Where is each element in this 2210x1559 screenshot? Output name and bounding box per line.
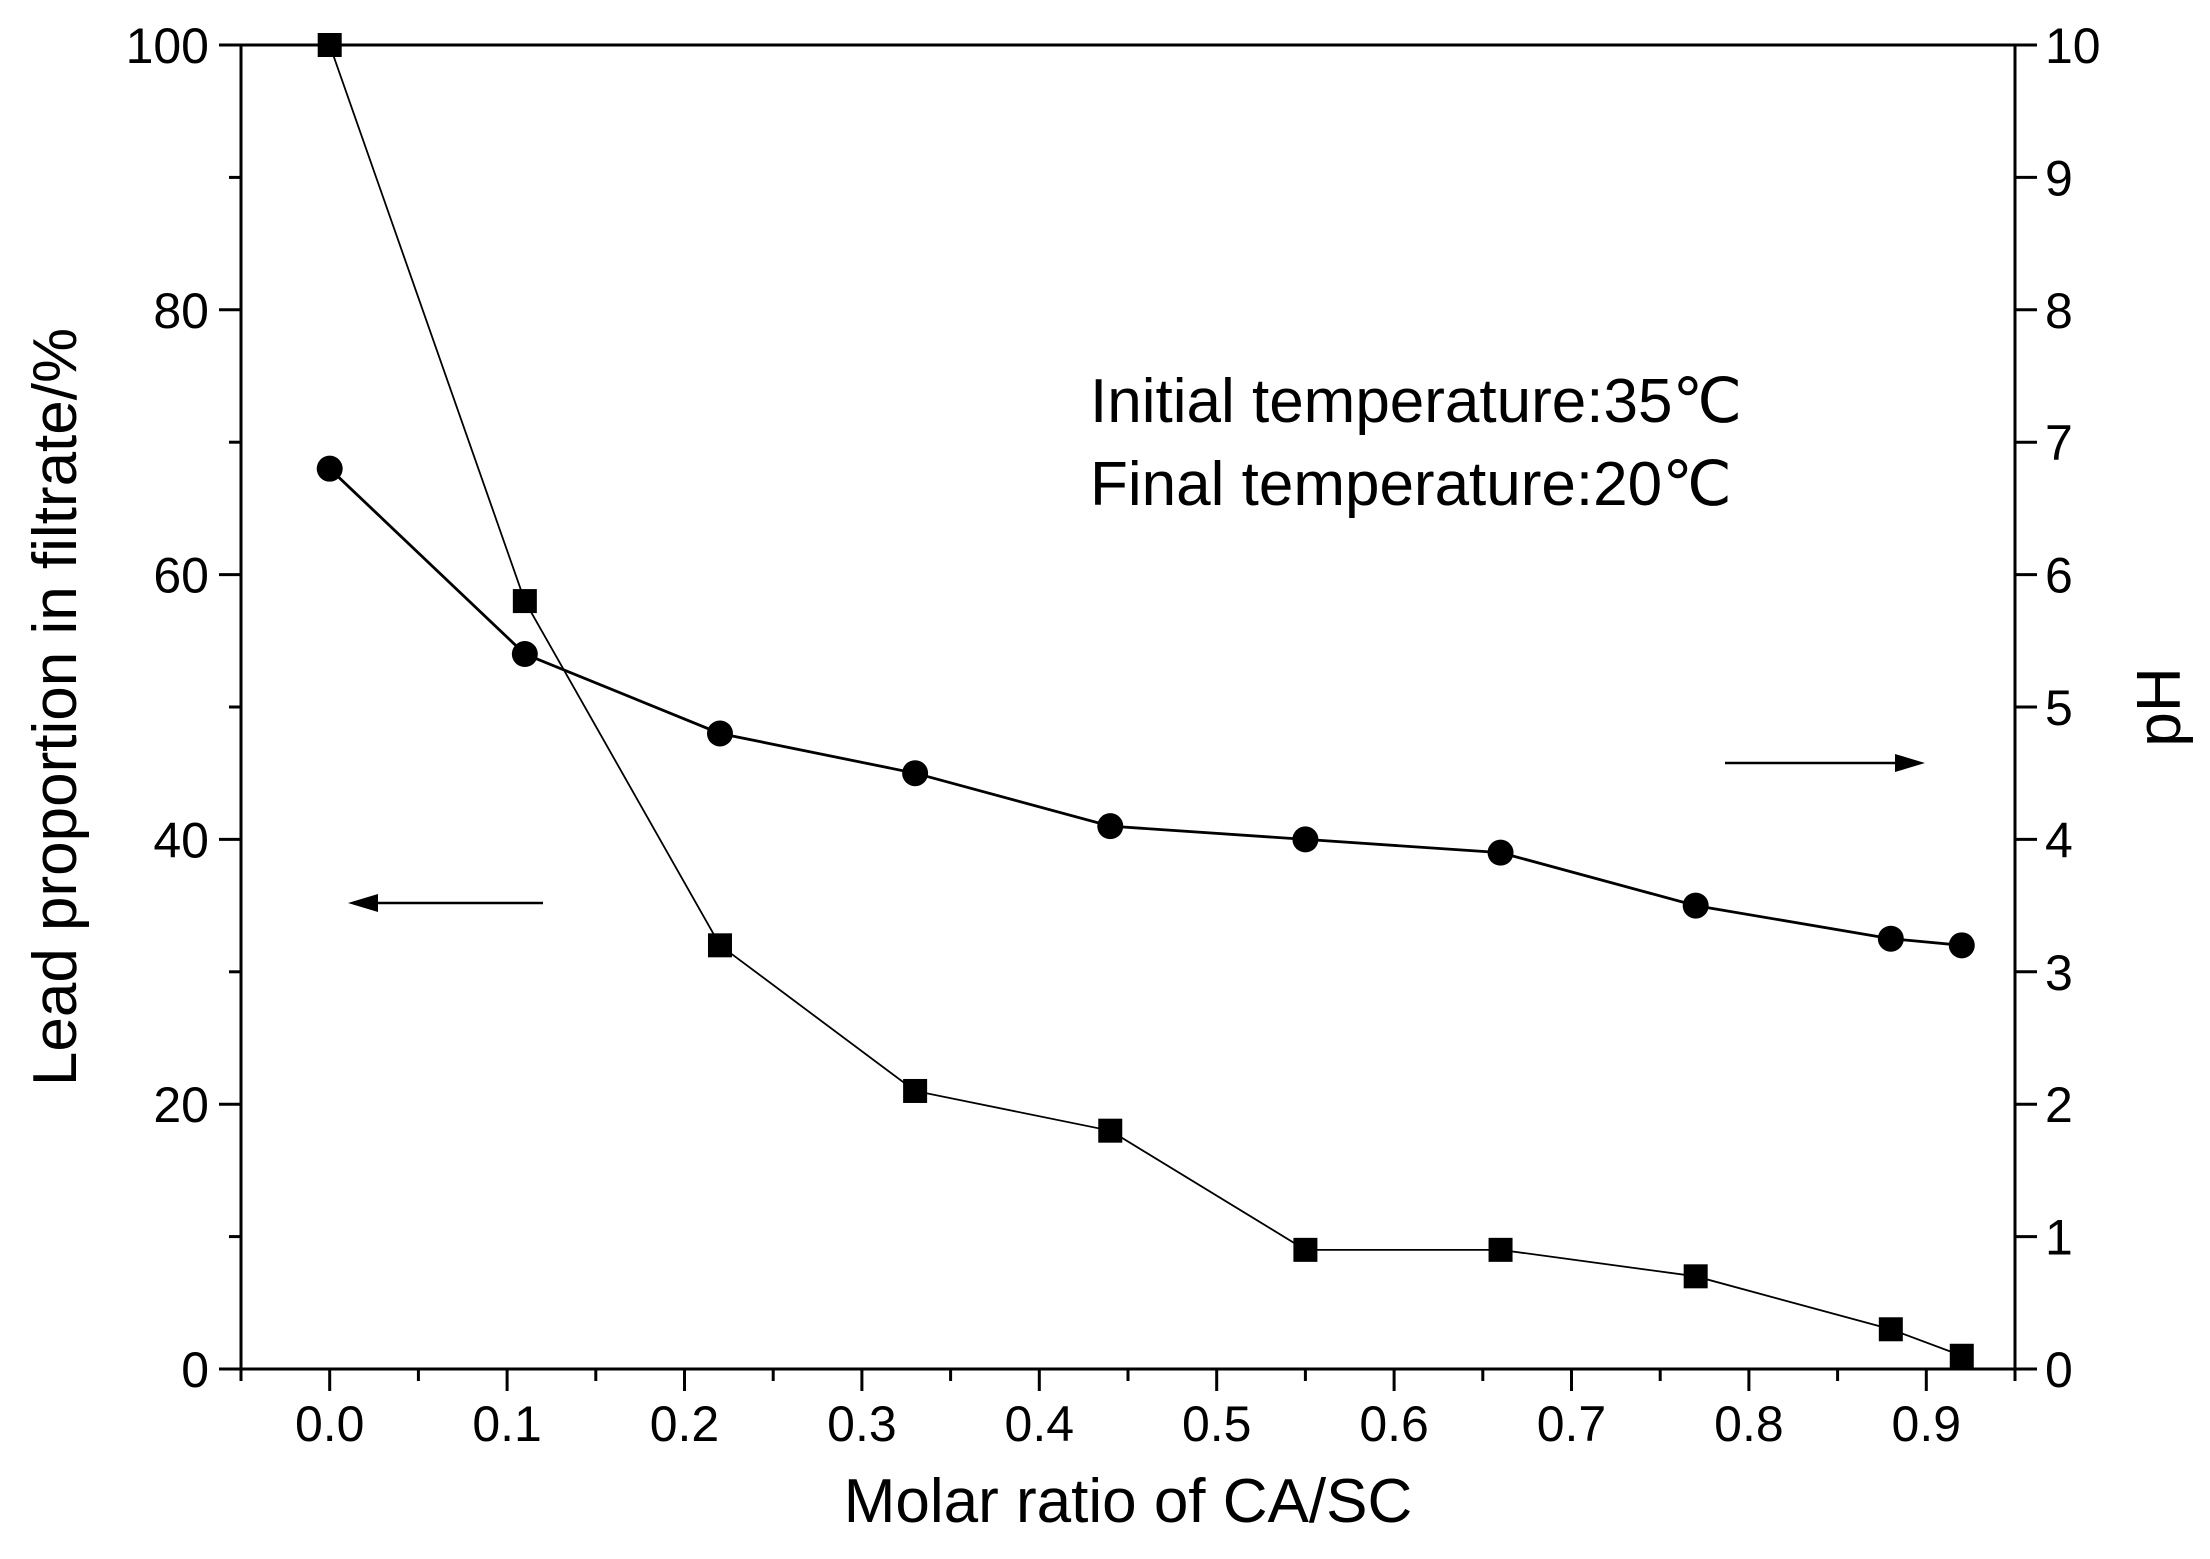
annotation-initial-temperature: Initial temperature:35℃	[1090, 367, 1742, 436]
x-tick-label: 0.0	[295, 1396, 365, 1452]
ph-point	[1948, 932, 1975, 959]
annotation-final-temperature: Final temperature:20℃	[1090, 450, 1732, 519]
right-y-tick-label: 4	[2045, 812, 2073, 868]
right-y-tick-label: 6	[2045, 548, 2073, 604]
ph-point	[511, 641, 538, 668]
x-tick-label: 0.1	[472, 1396, 542, 1452]
right-y-tick-label: 1	[2045, 1210, 2073, 1266]
x-tick-label: 0.3	[827, 1396, 897, 1452]
x-axis-title: Molar ratio of CA/SC	[844, 1467, 1413, 1536]
left-y-tick-label: 40	[153, 812, 209, 868]
x-axis-ticks: 0.0 0.1 0.2 0.3 0.4 0.5 0.6 0.7 0.8 0.9	[239, 1369, 2017, 1452]
ph-point	[1097, 813, 1124, 840]
right-y-axis-ticks: 0 1 2 3 4 5 6 7 8 9 10	[2015, 18, 2101, 1398]
left-y-tick-label: 100	[126, 18, 209, 74]
arrow-left-axis-indicator	[348, 894, 543, 912]
lead-proportion-point	[903, 1078, 928, 1103]
lead-proportion-point	[1488, 1237, 1513, 1262]
ph-point	[1682, 892, 1709, 919]
ph-series-line	[328, 467, 1962, 947]
right-y-tick-label: 5	[2045, 680, 2073, 736]
lead-proportion-point	[1293, 1237, 1318, 1262]
x-tick-label: 0.9	[1892, 1396, 1962, 1452]
lead-proportion-point	[1683, 1264, 1708, 1289]
right-y-tick-label: 3	[2045, 945, 2073, 1001]
x-tick-label: 0.7	[1537, 1396, 1607, 1452]
lead-proportion-point	[1949, 1343, 1974, 1368]
right-y-tick-label: 0	[2045, 1342, 2073, 1398]
x-tick-label: 0.6	[1359, 1396, 1429, 1452]
x-tick-label: 0.4	[1005, 1396, 1075, 1452]
left-y-tick-label: 0	[181, 1342, 209, 1398]
arrow-right-axis-indicator	[1725, 754, 1925, 772]
ph-point	[1292, 826, 1319, 853]
right-y-tick-label: 10	[2045, 18, 2101, 74]
right-y-tick-label: 7	[2045, 415, 2073, 471]
lead-proportion-point	[707, 933, 732, 958]
left-y-tick-label: 60	[153, 548, 209, 604]
x-tick-label: 0.5	[1182, 1396, 1252, 1452]
lead-proportion-point	[1098, 1118, 1123, 1143]
right-y-tick-label: 2	[2045, 1077, 2073, 1133]
lead-proportion-series-line	[328, 44, 1963, 1357]
ph-point	[902, 760, 929, 787]
x-tick-label: 0.2	[650, 1396, 720, 1452]
x-tick-label: 0.8	[1714, 1396, 1784, 1452]
left-y-axis-ticks: 0 20 40 60 80 100	[126, 18, 241, 1398]
left-y-axis-title: Lead proportion in filtrate/%	[21, 328, 90, 1086]
ph-point	[1877, 925, 1904, 952]
right-y-tick-label: 8	[2045, 283, 2073, 339]
right-y-axis-title: pH	[2125, 667, 2194, 746]
lead-proportion-point	[1878, 1317, 1903, 1342]
ph-point	[1487, 839, 1514, 866]
left-y-tick-label: 80	[153, 283, 209, 339]
lead-proportion-point	[512, 589, 537, 614]
ph-point	[706, 720, 733, 747]
plot-frame	[239, 43, 2017, 1371]
ph-point	[316, 455, 343, 482]
left-y-tick-label: 20	[153, 1077, 209, 1133]
series-layer	[316, 33, 1975, 1368]
right-y-tick-label: 9	[2045, 150, 2073, 206]
lead-proportion-point	[317, 33, 342, 57]
